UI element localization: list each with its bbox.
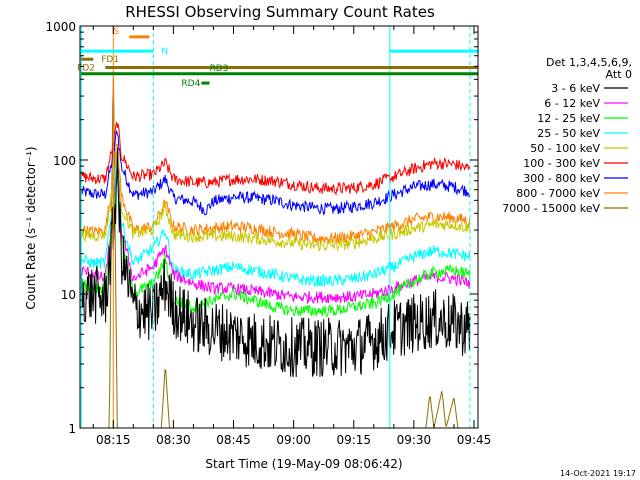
y-tick-label-4: 1000 <box>45 20 76 34</box>
legend-entry-2: 6 - 12 keV <box>544 97 600 110</box>
legend-header-2: Att 0 <box>606 68 632 81</box>
footer-timestamp: 14-Oct-2021 19:17 <box>560 469 636 478</box>
series-line-1 <box>80 147 471 378</box>
chart-title: RHESSI Observing Summary Count Rates <box>125 3 435 21</box>
series-line-4 <box>80 161 471 288</box>
flag-label-5: FD2 <box>77 64 95 74</box>
legend-entry-9: 7000 - 15000 keV <box>502 202 600 215</box>
x-tick-label-7: 09:45 <box>457 433 492 447</box>
series-line-3 <box>80 161 471 317</box>
legend-entry-1: 3 - 6 keV <box>551 82 600 95</box>
legend-entry-6: 100 - 300 keV <box>523 157 600 170</box>
series-line-5 <box>80 150 471 252</box>
x-tick-label-1: 08:15 <box>96 433 131 447</box>
series-line-7 <box>80 130 471 216</box>
legend-entry-8: 800 - 7000 keV <box>516 187 600 200</box>
legend-entry-7: 300 - 800 keV <box>523 172 600 185</box>
y-tick-label-1: 1 <box>68 422 76 436</box>
series-line-8 <box>81 143 471 245</box>
flag-label-4: FD1 <box>101 55 119 65</box>
flag-label-7: RD4 <box>181 79 200 89</box>
legend-entry-3: 12 - 25 keV <box>537 112 600 125</box>
legend-header-1: Det 1,3,4,5,6,9, <box>546 56 632 69</box>
x-tick-label-5: 09:15 <box>336 433 371 447</box>
legend-entry-5: 50 - 100 keV <box>530 142 600 155</box>
y-tick-label-3: 100 <box>53 154 76 168</box>
plot-area: S N FD1 FD2 RD3 RD4 1 10 100 1000 08:15 08:30 08:45 0… <box>45 20 491 447</box>
legend-entry-4: 25 - 50 keV <box>537 127 600 140</box>
flag-label-2: N <box>161 47 168 57</box>
y-axis-label: Count Rate (s⁻¹ detector⁻¹) <box>24 146 38 309</box>
y-tick-label-2: 10 <box>61 288 76 302</box>
flag-label-1: S <box>113 27 119 37</box>
x-tick-label-3: 08:45 <box>216 433 251 447</box>
plot-frame <box>79 25 479 429</box>
series-line-6 <box>80 121 471 196</box>
legend: Det 1,3,4,5,6,9,Att 0 3 - 6 keV 6 - 12 keV… <box>502 56 632 215</box>
x-axis-label: Start Time (19-May-09 08:06:42) <box>205 457 402 471</box>
x-tick-label-6: 09:30 <box>397 433 432 447</box>
flag-label-6: RD3 <box>209 64 228 74</box>
x-tick-label-4: 09:00 <box>276 433 311 447</box>
x-tick-label-2: 08:30 <box>156 433 191 447</box>
series-line-9 <box>81 76 459 429</box>
